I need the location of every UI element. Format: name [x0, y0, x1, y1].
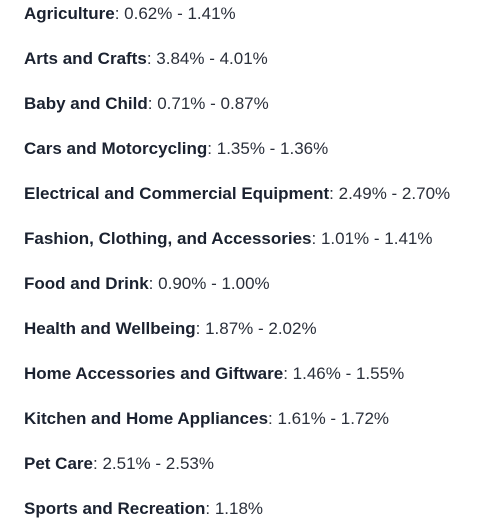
rate-range: 0.62% - 1.41%	[124, 4, 236, 23]
separator: :	[114, 4, 120, 23]
category-name: Kitchen and Home Appliances	[24, 409, 269, 428]
category-name: Sports and Recreation	[24, 499, 206, 518]
separator: :	[311, 229, 317, 248]
list-item-electrical-and-commercial-equipment: Electrical and Commercial Equipment: 2.4…	[24, 180, 450, 208]
separator: :	[147, 94, 153, 113]
separator: :	[283, 364, 288, 383]
rate-range: 2.49% - 2.70%	[338, 184, 451, 203]
separator: :	[92, 454, 98, 473]
separator: :	[148, 274, 154, 293]
category-name: Food and Drink	[24, 274, 149, 293]
category-name: Pet Care	[24, 454, 93, 473]
rate-range: 1.18%	[214, 499, 264, 518]
list-item-home-accessories-and-giftware: Home Accessories and Giftware: 1.46% - 1…	[24, 360, 404, 388]
category-name: Home Accessories and Giftware	[24, 364, 284, 383]
rate-range: 2.51% - 2.53%	[102, 454, 214, 473]
list-item-food-and-drink: Food and Drink: 0.90% - 1.00%	[24, 270, 270, 298]
rate-range: 1.61% - 1.72%	[277, 409, 390, 428]
list-item-arts-and-crafts: Arts and Crafts: 3.84% - 4.01%	[24, 45, 268, 73]
list-item-health-and-wellbeing: Health and Wellbeing: 1.87% - 2.02%	[24, 315, 317, 343]
rate-range: 1.35% - 1.36%	[216, 139, 329, 158]
rate-range: 1.01% - 1.41%	[320, 229, 433, 248]
category-name: Baby and Child	[24, 94, 148, 113]
separator: :	[329, 184, 334, 203]
category-name: Cars and Motorcycling	[24, 139, 208, 158]
category-name: Arts and Crafts	[24, 49, 147, 68]
rate-range: 1.87% - 2.02%	[205, 319, 317, 338]
list-item-kitchen-and-home-appliances: Kitchen and Home Appliances: 1.61% - 1.7…	[24, 405, 389, 433]
list-item-fashion-clothing-and-accessories: Fashion, Clothing, and Accessories: 1.01…	[24, 225, 432, 253]
separator: :	[207, 139, 212, 158]
list-item-baby-and-child: Baby and Child: 0.71% - 0.87%	[24, 90, 269, 118]
category-name: Agriculture	[24, 4, 115, 23]
separator: :	[195, 319, 201, 338]
rate-range: 1.46% - 1.55%	[292, 364, 405, 383]
list-item-cars-and-motorcycling: Cars and Motorcycling: 1.35% - 1.36%	[24, 135, 328, 163]
category-name: Fashion, Clothing, and Accessories	[24, 229, 312, 248]
rate-range: 0.90% - 1.00%	[158, 274, 270, 293]
separator: :	[205, 499, 211, 518]
list-item-sports-and-recreation: Sports and Recreation: 1.18%	[24, 495, 263, 523]
list-item-pet-care: Pet Care: 2.51% - 2.53%	[24, 450, 214, 478]
rate-range: 3.84% - 4.01%	[156, 49, 268, 68]
rate-range: 0.71% - 0.87%	[157, 94, 269, 113]
list-item-agriculture: Agriculture: 0.62% - 1.41%	[24, 0, 236, 28]
category-name: Health and Wellbeing	[24, 319, 196, 338]
separator: :	[146, 49, 152, 68]
category-name: Electrical and Commercial Equipment	[24, 184, 330, 203]
separator: :	[268, 409, 273, 428]
